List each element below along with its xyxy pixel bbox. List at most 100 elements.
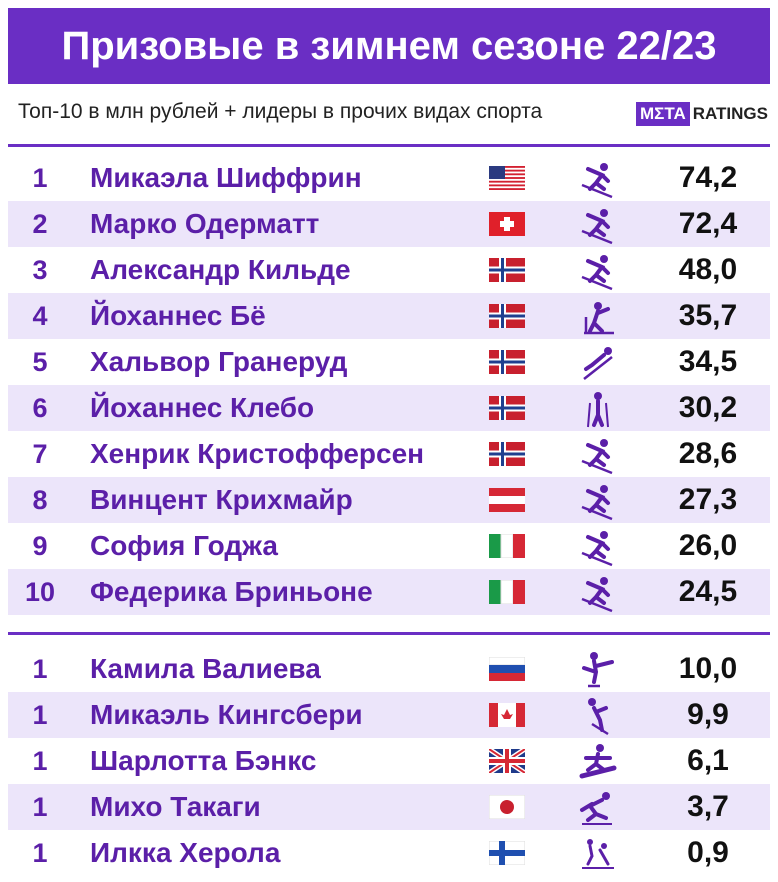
sport-icon	[578, 742, 618, 787]
sport-glyph	[581, 163, 613, 199]
sport-glyph	[584, 302, 614, 335]
prize-value: 10,0	[678, 652, 738, 685]
flag	[487, 746, 527, 778]
sport-icon	[578, 159, 618, 204]
flag	[489, 212, 525, 241]
flag-icon	[489, 166, 525, 190]
rank: 1	[32, 700, 48, 730]
table-row: 1 Шарлотта Бэнкс 6,1	[8, 738, 770, 784]
rank: 1	[32, 838, 48, 868]
athlete-name: Федерика Бриньоне	[90, 576, 373, 607]
flag-icon	[489, 442, 525, 466]
flag	[489, 442, 525, 471]
table-row: 7 Хенрик Кристофферсен 28,6	[8, 431, 770, 477]
rank: 1	[32, 654, 48, 684]
athlete-name: Марко Одерматт	[90, 208, 320, 239]
table-row: 2 Марко Одерматт 72,4	[8, 201, 770, 247]
flag-icon	[488, 794, 526, 820]
subtitle: Топ-10 в млн рублей + лидеры в прочих ви…	[18, 100, 543, 123]
table-row: 4 Йоханнес Бё 35,7	[8, 293, 770, 339]
flag-icon	[489, 396, 525, 420]
rank: 10	[24, 577, 56, 607]
flag	[488, 656, 526, 686]
athlete-name: Шарлотта Бэнкс	[90, 745, 317, 776]
flag	[489, 350, 525, 379]
flag-icon	[488, 840, 526, 866]
separator	[8, 144, 770, 147]
athlete-name: Йоханнес Бё	[90, 300, 266, 331]
prize-value: 28,6	[678, 437, 738, 470]
sport-icon	[578, 481, 618, 526]
prize-value: 0,9	[687, 836, 729, 869]
flag-icon	[489, 533, 525, 559]
sport-icon	[578, 435, 618, 480]
flag-icon	[489, 212, 525, 236]
athlete-name: Михо Такаги	[90, 791, 261, 822]
sport-icon	[578, 788, 618, 833]
prize-value: 35,7	[678, 299, 738, 332]
separator	[8, 632, 770, 635]
athlete-name: Йоханнес Клебо	[90, 392, 315, 423]
table-row: 1 Илкка Херола 0,9	[8, 830, 770, 876]
sport-glyph	[581, 255, 613, 291]
flag-icon	[487, 746, 527, 776]
athlete-name: Илкка Херола	[90, 837, 281, 868]
flag-icon	[489, 703, 525, 727]
athlete-name: Камила Валиева	[90, 653, 321, 684]
prize-value: 6,1	[687, 744, 729, 777]
sport-glyph	[581, 439, 613, 475]
title: Призовые в зимнем сезоне 22/23	[8, 8, 770, 84]
rank: 1	[32, 746, 48, 776]
flag	[489, 703, 525, 732]
prize-value: 24,5	[678, 575, 738, 608]
athlete-name: Микаэль Кингсбери	[90, 699, 363, 730]
flag-icon	[488, 656, 526, 681]
flag	[489, 166, 525, 195]
flag	[489, 304, 525, 333]
sport-glyph	[581, 577, 613, 613]
table-row: 8 Винцент Крихмайр 27,3	[8, 477, 770, 523]
prize-value: 30,2	[678, 391, 738, 424]
sport-glyph	[579, 744, 617, 779]
flag-icon	[489, 304, 525, 328]
sport-icon	[578, 389, 618, 434]
prize-value: 26,0	[678, 529, 738, 562]
prize-value: 34,5	[678, 345, 738, 378]
sport-icon	[578, 251, 618, 296]
table-row: 9 София Годжа 26,0	[8, 523, 770, 569]
sport-glyph	[580, 792, 612, 825]
table-row: 6 Йоханнес Клебо 30,2	[8, 385, 770, 431]
rank: 9	[32, 531, 48, 561]
athlete-name: Микаэла Шиффрин	[90, 162, 362, 193]
athlete-name: Александр Кильде	[90, 254, 351, 285]
sport-icon	[578, 527, 618, 572]
table-row: 1 Камила Валиева 10,0	[8, 646, 770, 692]
rank: 5	[32, 347, 48, 377]
sport-glyph	[582, 839, 614, 869]
sport-icon	[578, 650, 618, 695]
prize-value: 27,3	[678, 483, 738, 516]
sport-icon	[578, 834, 618, 879]
flag	[489, 533, 525, 563]
rank: 1	[32, 792, 48, 822]
prize-value: 74,2	[678, 161, 738, 194]
athlete-name: Хенрик Кристофферсен	[90, 438, 425, 469]
flag	[489, 579, 525, 609]
sport-icon	[578, 573, 618, 618]
flag	[489, 488, 525, 517]
prize-value: 48,0	[678, 253, 738, 286]
prize-value: 3,7	[687, 790, 729, 823]
logo: MΣTA RATINGS	[635, 102, 768, 126]
table-row: 3 Александр Кильде 48,0	[8, 247, 770, 293]
sport-glyph	[588, 698, 609, 736]
flag-icon	[489, 258, 525, 282]
sport-icon	[578, 343, 618, 388]
rank: 3	[32, 255, 48, 285]
flag	[489, 258, 525, 287]
sport-glyph	[581, 485, 613, 521]
table-row: 1 Микаэла Шиффрин 74,2	[8, 155, 770, 201]
rank: 4	[32, 301, 48, 331]
sport-icon	[578, 297, 618, 342]
flag-icon	[489, 579, 525, 605]
